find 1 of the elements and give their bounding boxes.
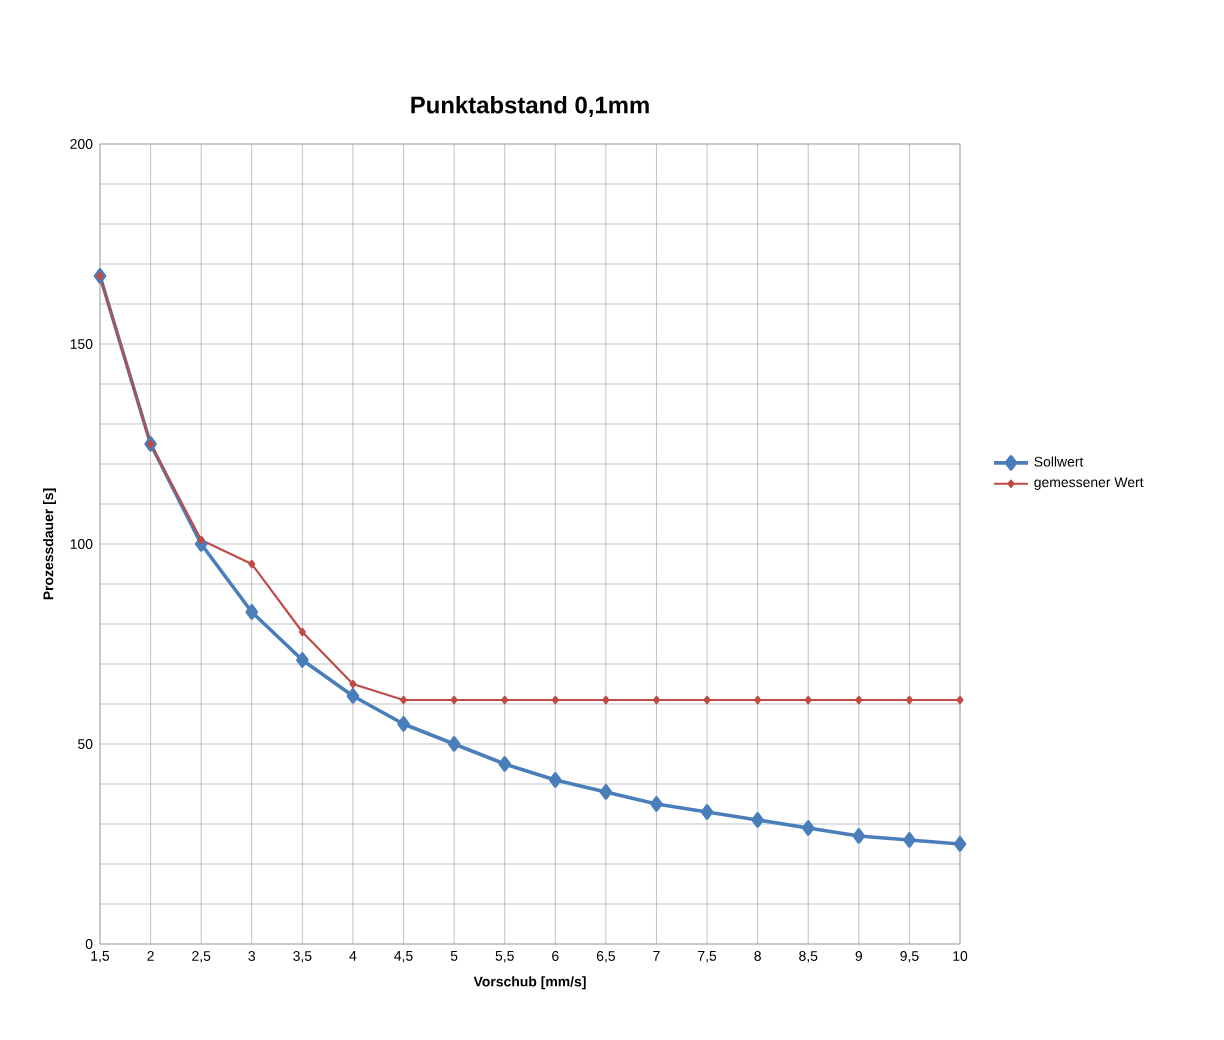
chart-title: Punktabstand 0,1mm <box>411 95 649 117</box>
